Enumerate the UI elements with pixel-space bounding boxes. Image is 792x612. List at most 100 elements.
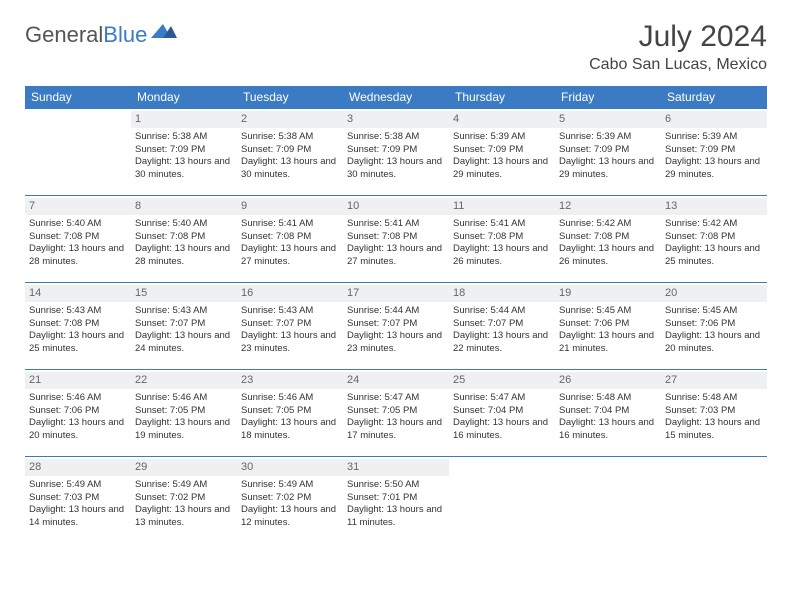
day-details: Sunrise: 5:50 AMSunset: 7:01 PMDaylight:… [347, 478, 445, 530]
sunset-text: Sunset: 7:08 PM [29, 231, 127, 244]
sunrise-text: Sunrise: 5:44 AM [347, 305, 445, 318]
calendar-cell: 6Sunrise: 5:39 AMSunset: 7:09 PMDaylight… [661, 109, 767, 196]
daylight-text: Daylight: 13 hours and 20 minutes. [29, 417, 127, 443]
daylight-text: Daylight: 13 hours and 30 minutes. [241, 156, 339, 182]
weekday-header: Friday [555, 86, 661, 109]
calendar-cell: 15Sunrise: 5:43 AMSunset: 7:07 PMDayligh… [131, 283, 237, 370]
calendar-week-row: 21Sunrise: 5:46 AMSunset: 7:06 PMDayligh… [25, 370, 767, 457]
sunrise-text: Sunrise: 5:38 AM [347, 131, 445, 144]
weekday-header: Monday [131, 86, 237, 109]
day-details: Sunrise: 5:41 AMSunset: 7:08 PMDaylight:… [347, 217, 445, 269]
day-number: 23 [237, 372, 343, 389]
day-details: Sunrise: 5:38 AMSunset: 7:09 PMDaylight:… [135, 130, 233, 182]
daylight-text: Daylight: 13 hours and 21 minutes. [559, 330, 657, 356]
sunrise-text: Sunrise: 5:43 AM [29, 305, 127, 318]
sunrise-text: Sunrise: 5:46 AM [241, 392, 339, 405]
sunrise-text: Sunrise: 5:45 AM [665, 305, 763, 318]
weekday-header: Sunday [25, 86, 131, 109]
day-details: Sunrise: 5:42 AMSunset: 7:08 PMDaylight:… [665, 217, 763, 269]
calendar-cell: 12Sunrise: 5:42 AMSunset: 7:08 PMDayligh… [555, 196, 661, 283]
calendar-cell: 17Sunrise: 5:44 AMSunset: 7:07 PMDayligh… [343, 283, 449, 370]
day-number: 13 [661, 198, 767, 215]
daylight-text: Daylight: 13 hours and 27 minutes. [241, 243, 339, 269]
day-number: 9 [237, 198, 343, 215]
sunrise-text: Sunrise: 5:38 AM [135, 131, 233, 144]
day-details: Sunrise: 5:46 AMSunset: 7:05 PMDaylight:… [135, 391, 233, 443]
calendar-week-row: 7Sunrise: 5:40 AMSunset: 7:08 PMDaylight… [25, 196, 767, 283]
sunrise-text: Sunrise: 5:38 AM [241, 131, 339, 144]
day-details: Sunrise: 5:43 AMSunset: 7:08 PMDaylight:… [29, 304, 127, 356]
day-details: Sunrise: 5:44 AMSunset: 7:07 PMDaylight:… [453, 304, 551, 356]
day-number: 1 [131, 111, 237, 128]
sunset-text: Sunset: 7:09 PM [347, 144, 445, 157]
calendar-week-row: 14Sunrise: 5:43 AMSunset: 7:08 PMDayligh… [25, 283, 767, 370]
calendar-cell: 18 Sunrise: 5:44 AMSunset: 7:07 PMDayligh… [449, 283, 555, 370]
sunrise-text: Sunrise: 5:48 AM [665, 392, 763, 405]
sunset-text: Sunset: 7:08 PM [559, 231, 657, 244]
sunrise-text: Sunrise: 5:43 AM [241, 305, 339, 318]
calendar-cell: 24Sunrise: 5:47 AMSunset: 7:05 PMDayligh… [343, 370, 449, 457]
day-number: 26 [555, 372, 661, 389]
day-number: 31 [343, 459, 449, 476]
triangle-icon [151, 20, 177, 43]
sunset-text: Sunset: 7:08 PM [665, 231, 763, 244]
day-number: 27 [661, 372, 767, 389]
day-details: Sunrise: 5:39 AMSunset: 7:09 PMDaylight:… [559, 130, 657, 182]
location: Cabo San Lucas, Mexico [589, 56, 767, 74]
sunrise-text: Sunrise: 5:46 AM [135, 392, 233, 405]
day-details: Sunrise: 5:38 AMSunset: 7:09 PMDaylight:… [241, 130, 339, 182]
sunset-text: Sunset: 7:08 PM [347, 231, 445, 244]
sunrise-text: Sunrise: 5:45 AM [559, 305, 657, 318]
calendar-table: SundayMondayTuesdayWednesdayThursdayFrid… [25, 86, 767, 543]
sunrise-text: Sunrise: 5:48 AM [559, 392, 657, 405]
calendar-cell: 19Sunrise: 5:45 AMSunset: 7:06 PMDayligh… [555, 283, 661, 370]
day-number: 25 [449, 372, 555, 389]
calendar-cell: 25Sunrise: 5:47 AMSunset: 7:04 PMDayligh… [449, 370, 555, 457]
day-number: 18 [449, 285, 555, 302]
day-details: Sunrise: 5:46 AMSunset: 7:06 PMDaylight:… [29, 391, 127, 443]
sunrise-text: Sunrise: 5:40 AM [29, 218, 127, 231]
sunrise-text: Sunrise: 5:39 AM [559, 131, 657, 144]
sunrise-text: Sunrise: 5:41 AM [347, 218, 445, 231]
calendar-cell: 14Sunrise: 5:43 AMSunset: 7:08 PMDayligh… [25, 283, 131, 370]
day-details: Sunrise: 5:49 AMSunset: 7:02 PMDaylight:… [241, 478, 339, 530]
daylight-text: Daylight: 13 hours and 26 minutes. [559, 243, 657, 269]
day-number: 24 [343, 372, 449, 389]
day-details: Sunrise: 5:49 AMSunset: 7:02 PMDaylight:… [135, 478, 233, 530]
sunrise-text: Sunrise: 5:41 AM [241, 218, 339, 231]
sunset-text: Sunset: 7:09 PM [665, 144, 763, 157]
daylight-text: Daylight: 13 hours and 13 minutes. [135, 504, 233, 530]
daylight-text: Daylight: 13 hours and 16 minutes. [453, 417, 551, 443]
daylight-text: Daylight: 13 hours and 28 minutes. [29, 243, 127, 269]
calendar-body: 1Sunrise: 5:38 AMSunset: 7:09 PMDaylight… [25, 109, 767, 544]
calendar-cell: 7Sunrise: 5:40 AMSunset: 7:08 PMDaylight… [25, 196, 131, 283]
day-details: Sunrise: 5:48 AMSunset: 7:04 PMDaylight:… [559, 391, 657, 443]
calendar-cell: 31 Sunrise: 5:50 AMSunset: 7:01 PMDayligh… [343, 457, 449, 544]
sunrise-text: Sunrise: 5:39 AM [453, 131, 551, 144]
calendar-cell: 30Sunrise: 5:49 AMSunset: 7:02 PMDayligh… [237, 457, 343, 544]
title-block: July 2024 Cabo San Lucas, Mexico [589, 20, 767, 74]
calendar-cell: 23Sunrise: 5:46 AMSunset: 7:05 PMDayligh… [237, 370, 343, 457]
day-details: Sunrise: 5:41 AMSunset: 7:08 PMDaylight:… [453, 217, 551, 269]
daylight-text: Daylight: 13 hours and 27 minutes. [347, 243, 445, 269]
calendar-cell: 16Sunrise: 5:43 AMSunset: 7:07 PMDayligh… [237, 283, 343, 370]
calendar-cell: 1 Sunrise: 5:38 AMSunset: 7:09 PMDaylight… [131, 109, 237, 196]
daylight-text: Daylight: 13 hours and 17 minutes. [347, 417, 445, 443]
day-number: 5 [555, 111, 661, 128]
sunrise-text: Sunrise: 5:49 AM [29, 479, 127, 492]
day-details: Sunrise: 5:45 AMSunset: 7:06 PMDaylight:… [559, 304, 657, 356]
calendar-cell: 28Sunrise: 5:49 AMSunset: 7:03 PMDayligh… [25, 457, 131, 544]
sunset-text: Sunset: 7:09 PM [135, 144, 233, 157]
calendar-cell: 21Sunrise: 5:46 AMSunset: 7:06 PMDayligh… [25, 370, 131, 457]
calendar-cell: 9Sunrise: 5:41 AMSunset: 7:08 PMDaylight… [237, 196, 343, 283]
day-number: 2 [237, 111, 343, 128]
calendar-cell [661, 457, 767, 544]
logo: GeneralBlue [25, 20, 177, 49]
day-details: Sunrise: 5:40 AMSunset: 7:08 PMDaylight:… [135, 217, 233, 269]
calendar-cell: 5 Sunrise: 5:39 AMSunset: 7:09 PMDaylight… [555, 109, 661, 196]
daylight-text: Daylight: 13 hours and 22 minutes. [453, 330, 551, 356]
sunrise-text: Sunrise: 5:40 AM [135, 218, 233, 231]
sunset-text: Sunset: 7:09 PM [241, 144, 339, 157]
day-number: 29 [131, 459, 237, 476]
calendar-cell [555, 457, 661, 544]
